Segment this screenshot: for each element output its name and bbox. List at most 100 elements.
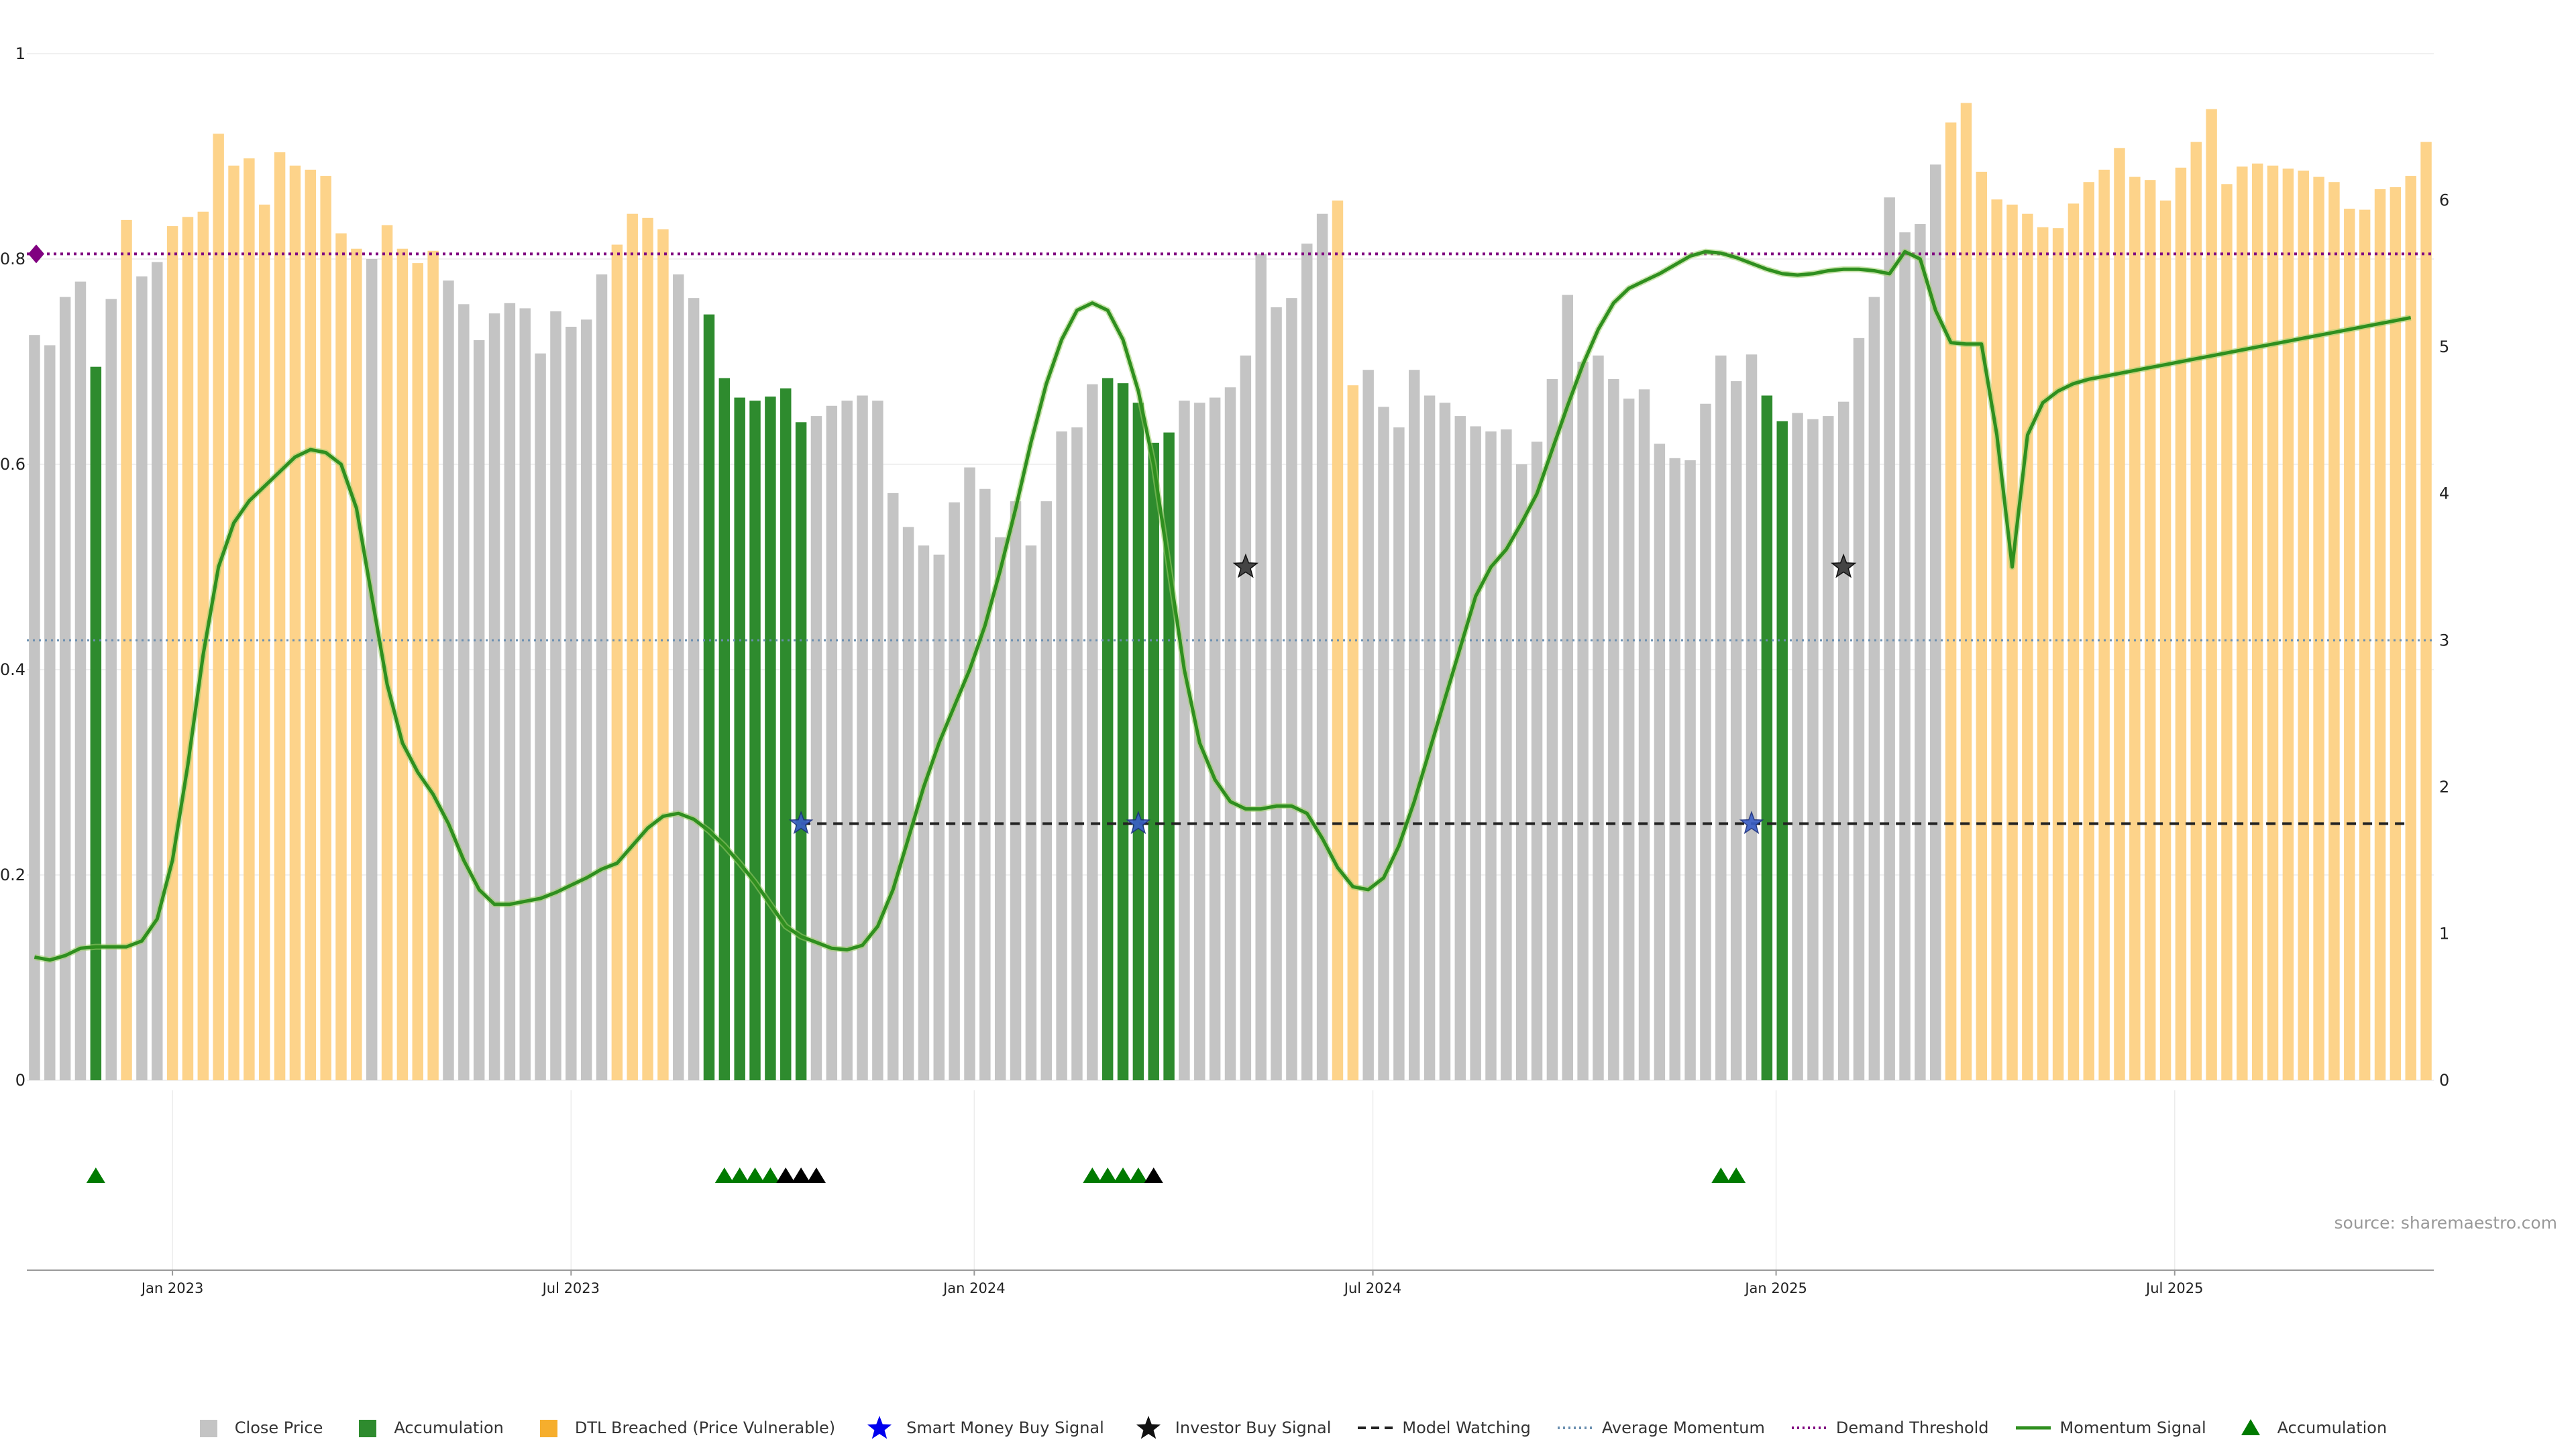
close-price-bar [504,303,516,1080]
dtl-breached-bar [2420,142,2432,1081]
accumulation-bar [795,422,807,1080]
signal-triangle [1144,1168,1163,1183]
dtl-breached-bar [2114,148,2125,1080]
accumulation-bar [718,378,731,1080]
accumulation-triangle [1114,1168,1133,1183]
close-price-bar [136,276,148,1080]
close-price-bar [1669,458,1680,1080]
close-price-bar [1424,395,1436,1080]
dtl-breached-bar [166,226,178,1080]
close-price-bar [949,502,960,1080]
dtl-breached-bar [2083,182,2095,1080]
accumulation-bar [765,397,776,1080]
dtl-breached-bar [1960,103,1972,1081]
legend-item: Investor Buy Signal [1130,1414,1331,1441]
x-axis-tick-label: Jul 2025 [2145,1280,2203,1296]
signal-triangle [792,1168,811,1183]
close-price-bar [979,488,991,1080]
close-price-bar [1730,381,1742,1080]
close-price-bar [1470,426,1481,1080]
close-price-bar [152,262,163,1081]
dtl-breached-bar [2221,184,2233,1080]
accumulation-bar [703,314,715,1080]
dtl-breached-bar [335,233,347,1080]
close-price-bar [580,319,592,1080]
close-price-bar [1179,401,1190,1080]
close-price-bar [1439,403,1451,1080]
dtl-breached-bar [289,165,301,1080]
legend-label: Close Price [234,1418,323,1437]
dtl-breached-bar [381,225,393,1080]
legend-item: Average Momentum [1556,1414,1765,1441]
close-price-bar [1025,545,1037,1080]
legend-marker-square-icon [348,1414,386,1441]
accumulation-triangle [86,1168,105,1183]
dtl-breached-bar [2282,168,2294,1081]
close-price-bar [1593,355,1604,1080]
right-axis-tick-label: 6 [2439,191,2449,210]
close-price-bar [994,537,1006,1080]
close-price-bar [902,527,914,1080]
accumulation-bar [90,366,102,1080]
dtl-breached-bar [2313,176,2324,1081]
close-price-bar [1301,244,1313,1080]
close-price-bar [1853,338,1865,1080]
legend-item: Momentum Signal [2015,1414,2206,1441]
right-axis-tick-label: 1 [2439,924,2449,943]
close-price-bar [1868,297,1880,1080]
right-axis-tick-label: 5 [2439,338,2449,356]
accumulation-triangle [714,1168,734,1183]
legend-label: Model Watching [1402,1418,1531,1437]
smart-money-buy-star [1126,811,1151,835]
accumulation-bar [1148,442,1159,1080]
dtl-breached-bar [2206,109,2217,1080]
legend-marker-triangle-icon [2232,1414,2269,1441]
dtl-breached-bar [2328,182,2340,1080]
dtl-breached-bar [427,250,439,1080]
dtl-breached-bar [274,152,286,1080]
close-price-bar [841,401,853,1080]
close-price-bar [535,353,546,1080]
dtl-breached-bar [1347,385,1359,1081]
close-price-bar [488,313,500,1081]
accumulation-triangle [745,1168,765,1183]
accumulation-bar [1776,421,1788,1080]
dtl-breached-bar [2068,203,2080,1080]
close-price-bar [1286,298,1297,1080]
demand-threshold-diamond [28,244,44,264]
investor-buy-star [1830,553,1857,578]
close-price-bar [872,401,883,1080]
close-price-bar [1087,384,1098,1081]
dtl-breached-bar [244,158,255,1080]
close-price-bar [1485,431,1497,1080]
dtl-breached-bar [2190,142,2202,1081]
close-price-bar [44,345,56,1080]
legend-marker-dotted-icon [1790,1414,1828,1441]
close-price-bar [1654,444,1666,1080]
dtl-breached-bar [351,248,362,1081]
legend-label: Smart Money Buy Signal [906,1418,1104,1437]
dtl-breached-bar [2298,170,2309,1080]
legend-marker-dotted-icon [1556,1414,1594,1441]
legend-marker-star-icon [1130,1414,1167,1441]
close-price-bar [1930,164,1941,1081]
close-price-bar [596,274,608,1081]
close-price-bar [1623,399,1635,1080]
close-price-bar [1807,419,1819,1080]
dtl-breached-bar [121,219,132,1080]
right-axis-tick-label: 4 [2439,484,2449,503]
close-price-bar [443,280,454,1080]
dtl-breached-bar [2374,189,2386,1081]
dtl-breached-bar [2344,209,2355,1080]
smart-money-buy-star [788,811,814,835]
dtl-breached-bar [228,165,239,1080]
dtl-breached-bar [2144,180,2156,1081]
dtl-breached-bar [2405,176,2416,1080]
dtl-breached-bar [2175,167,2187,1081]
accumulation-triangle [1083,1168,1102,1183]
close-price-bar [550,311,561,1080]
right-axis-tick-label: 2 [2439,778,2449,796]
accumulation-triangle [761,1168,780,1183]
source-note: source: sharemaestro.com [2334,1213,2558,1233]
